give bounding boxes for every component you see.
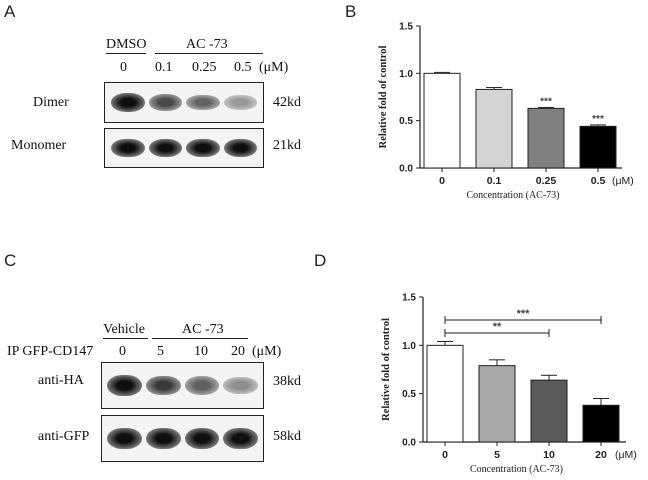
conc-label: 0.25 bbox=[192, 60, 217, 75]
x-axis-title: Concentration (AC-73) bbox=[470, 464, 563, 475]
y-tick-label: 0.5 bbox=[402, 389, 416, 400]
significance-label: *** bbox=[517, 308, 531, 320]
row-label-dimer: Dimer bbox=[33, 95, 69, 110]
conc-label: 0 bbox=[120, 60, 127, 75]
y-tick-label: 0.0 bbox=[402, 438, 416, 449]
group-dmso-underline bbox=[106, 53, 146, 54]
significance-stars: *** bbox=[592, 114, 604, 125]
conc-label: 0 bbox=[119, 344, 126, 359]
conc-label: 20 bbox=[231, 344, 245, 359]
group-ac73-label: AC -73 bbox=[182, 322, 224, 337]
bar bbox=[475, 88, 513, 169]
conc-label: 0.1 bbox=[155, 60, 173, 75]
blot-anti-ha bbox=[101, 362, 264, 409]
blot-dimer bbox=[104, 82, 264, 123]
blot-band bbox=[111, 138, 145, 158]
x-tick-label: 0.25 bbox=[536, 175, 557, 187]
x-tick-label: 20 bbox=[595, 449, 607, 461]
bar bbox=[426, 344, 464, 443]
blot-monomer bbox=[104, 128, 264, 168]
group-vehicle-underline bbox=[103, 338, 148, 339]
bar bbox=[530, 379, 568, 443]
blot-band bbox=[223, 138, 257, 158]
size-label-anti-ha: 38kd bbox=[273, 374, 301, 389]
bar bbox=[527, 107, 565, 169]
x-tick-label: 5 bbox=[494, 449, 500, 461]
y-tick-label: 1.0 bbox=[399, 69, 413, 80]
row-label-anti-gfp: anti-GFP bbox=[38, 429, 90, 444]
blot-band bbox=[148, 94, 182, 111]
unit-label: (μM) bbox=[615, 449, 637, 461]
blot-anti-gfp bbox=[101, 415, 264, 462]
blot-band bbox=[186, 94, 220, 111]
bar bbox=[423, 72, 461, 169]
size-label-dimer: 42kd bbox=[273, 95, 301, 110]
blot-band bbox=[223, 427, 258, 450]
group-dmso-label: DMSO bbox=[106, 37, 147, 52]
x-tick-label: 0 bbox=[439, 175, 445, 187]
significance-stars: *** bbox=[540, 96, 552, 107]
panel-label-d: D bbox=[314, 251, 327, 270]
blot-band bbox=[186, 138, 220, 158]
unit-label: (μM) bbox=[252, 344, 282, 359]
panel-a: A DMSO AC -73 0 0.1 0.25 0.5 (μM) Dimer … bbox=[0, 0, 320, 200]
group-ac73-underline bbox=[155, 53, 263, 54]
x-tick-label: 0.1 bbox=[487, 175, 502, 187]
group-ac73-label: AC -73 bbox=[186, 37, 228, 52]
group-vehicle-label: Vehicle bbox=[103, 322, 145, 337]
blot-band bbox=[145, 427, 181, 450]
conc-label: 0.5 bbox=[234, 60, 252, 75]
y-tick-label: 1.5 bbox=[399, 22, 413, 33]
bar-chart-d: 0.0 0.5 1.0 1.5 Relative fold of control 0 5 10… bbox=[381, 293, 637, 476]
blot-band bbox=[184, 376, 220, 395]
blot-band bbox=[184, 427, 220, 450]
unit-label: (μM) bbox=[259, 60, 289, 75]
blot-band bbox=[223, 95, 257, 110]
y-tick-label: 1.5 bbox=[402, 293, 416, 304]
row-label-anti-ha: anti-HA bbox=[38, 373, 84, 388]
bar bbox=[579, 125, 617, 169]
blot-band bbox=[148, 138, 182, 158]
panel-d: D 0.0 0.5 1.0 1.5 Relative fold of control 0 5… bbox=[314, 245, 648, 480]
group-ac73-underline bbox=[152, 338, 248, 339]
bar bbox=[478, 365, 516, 443]
blot-band bbox=[145, 375, 181, 396]
conc-label: 10 bbox=[194, 344, 208, 359]
panel-b: B 0.0 0.5 1.0 1.5 Relative fold of control 0 0… bbox=[320, 0, 648, 215]
x-tick-label: 0 bbox=[442, 449, 448, 461]
panel-label-b: B bbox=[345, 2, 357, 21]
panel-c: C Vehicle AC -73 IP GFP-CD147 0 5 10 20 … bbox=[0, 245, 320, 480]
x-tick-label: 10 bbox=[543, 449, 555, 461]
y-axis-title: Relative fold of control bbox=[381, 318, 392, 421]
y-tick-label: 0.0 bbox=[399, 164, 413, 175]
size-label-monomer: 21kd bbox=[273, 138, 301, 153]
y-tick-label: 0.5 bbox=[399, 116, 413, 127]
panel-label-c: C bbox=[4, 251, 17, 270]
significance-label: ** bbox=[493, 321, 502, 333]
blot-band bbox=[223, 377, 258, 394]
row-label-monomer: Monomer bbox=[11, 138, 67, 153]
x-axis-title: Concentration (AC-73) bbox=[466, 190, 559, 201]
y-tick-label: 1.0 bbox=[402, 341, 416, 352]
bar bbox=[582, 404, 620, 443]
blot-band bbox=[107, 427, 142, 450]
bar-chart-b: 0.0 0.5 1.0 1.5 Relative fold of control 0 0.1… bbox=[378, 22, 634, 202]
conc-label: 5 bbox=[157, 344, 164, 359]
unit-label: (μM) bbox=[612, 175, 634, 187]
blot-band bbox=[107, 374, 142, 397]
ip-row-label: IP GFP-CD147 bbox=[7, 344, 94, 359]
y-axis-title: Relative fold of control bbox=[378, 46, 389, 149]
panel-label-a: A bbox=[4, 2, 16, 21]
x-tick-label: 0.5 bbox=[591, 175, 606, 187]
blot-band bbox=[111, 93, 145, 112]
size-label-anti-gfp: 58kd bbox=[273, 429, 301, 444]
